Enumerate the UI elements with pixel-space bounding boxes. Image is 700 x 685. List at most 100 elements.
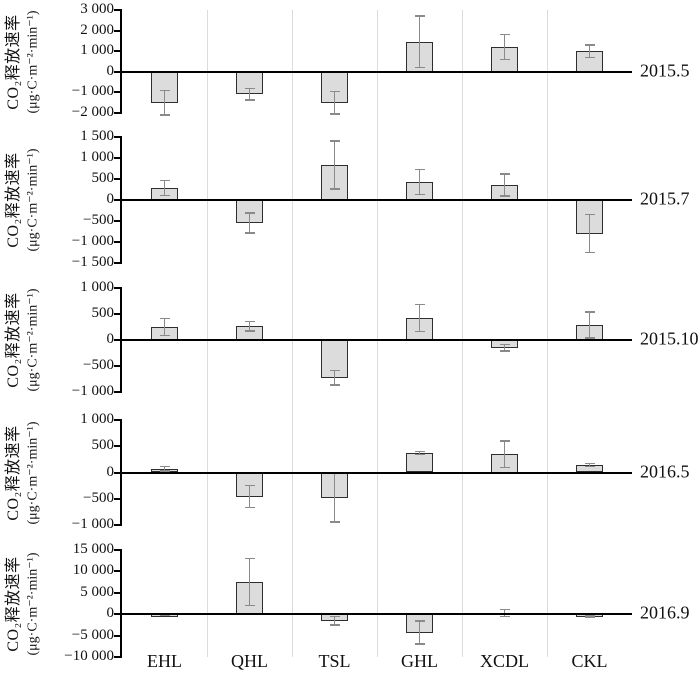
y-axis-title: CO₂释放速率: [5, 555, 22, 652]
error-bar-cap: [584, 465, 595, 468]
category-gridline: [462, 10, 463, 657]
error-bar-cap: [414, 193, 425, 196]
error-bar-line: [418, 451, 421, 455]
error-bar-cap: [499, 33, 510, 36]
zero-baseline: [120, 471, 632, 474]
error-bar-cap: [329, 521, 340, 523]
error-bar-line: [248, 485, 251, 508]
error-bar-line: [248, 213, 251, 234]
error-bar-line: [588, 214, 591, 253]
y-axis-line: [120, 549, 122, 658]
error-bar-cap: [414, 453, 425, 456]
y-tick: [114, 471, 120, 474]
y-tick-label: 0: [106, 605, 115, 622]
y-tick: [114, 262, 120, 264]
error-bar-line: [333, 616, 336, 625]
y-tick-label: 1 500: [80, 127, 114, 144]
y-axis-unit-label: (μg·C·m⁻²·min⁻¹): [25, 288, 41, 392]
y-tick-label: 0: [106, 463, 115, 480]
y-tick-label: −1 000: [71, 515, 114, 532]
y-tick: [114, 91, 120, 94]
error-bar-cap: [499, 350, 510, 352]
error-bar-line: [333, 473, 336, 522]
error-bar-line: [163, 466, 166, 471]
category-gridline: [207, 10, 208, 657]
error-bar-cap: [584, 213, 595, 216]
error-bar-cap: [584, 311, 595, 313]
error-bar-line: [418, 621, 421, 645]
error-bar-line: [163, 180, 166, 196]
panel-date-label: 2015.10: [640, 328, 699, 349]
category-gridline: [547, 10, 548, 657]
y-tick: [114, 549, 120, 551]
error-bar-cap: [329, 624, 340, 626]
error-bar-cap: [244, 99, 255, 101]
y-tick: [114, 339, 120, 341]
error-bar-line: [333, 141, 336, 190]
error-bar-cap: [414, 450, 425, 453]
y-tick-label: −10 000: [64, 647, 114, 664]
x-axis-label-TSL: TSL: [318, 651, 351, 671]
y-axis-title: CO₂释放速率: [5, 152, 22, 248]
error-bar-line: [418, 169, 421, 195]
error-bar-cap: [499, 343, 510, 346]
error-bar-line: [418, 16, 421, 68]
y-axis-title: CO₂释放速率: [5, 13, 22, 110]
error-bar-cap: [159, 470, 170, 472]
y-axis-unit-label: (μg·C·m⁻²·min⁻¹): [25, 552, 41, 655]
panel-date-label: 2015.5: [640, 60, 690, 81]
error-bar-line: [588, 463, 591, 467]
y-tick-label: −500: [83, 489, 114, 506]
y-tick: [114, 241, 120, 243]
y-tick-label: 5 000: [80, 583, 114, 600]
error-bar-cap: [329, 113, 340, 115]
x-axis-label-EHL: EHL: [147, 651, 182, 671]
x-axis-label-CKL: CKL: [571, 651, 608, 671]
error-bar-cap: [244, 212, 255, 214]
error-bar-cap: [244, 484, 255, 487]
error-bar-line: [418, 304, 421, 332]
y-tick-label: −1 000: [71, 382, 114, 399]
y-tick: [114, 199, 120, 201]
x-axis-label-QHL: QHL: [231, 651, 268, 671]
zero-baseline: [120, 613, 632, 616]
error-bar-line: [163, 318, 166, 336]
error-bar-line: [588, 45, 591, 58]
error-bar-cap: [244, 506, 255, 509]
error-bar-line: [588, 311, 591, 338]
y-tick: [114, 497, 120, 500]
y-tick-label: 0: [106, 190, 115, 207]
error-bar-cap: [584, 337, 595, 339]
y-tick: [114, 313, 120, 315]
error-bar-cap: [499, 615, 510, 618]
panel-date-label: 2016.9: [640, 602, 690, 623]
y-tick: [114, 136, 120, 138]
y-tick: [114, 112, 120, 114]
y-tick: [114, 50, 120, 53]
error-bar-cap: [244, 557, 255, 560]
error-bar-line: [248, 321, 251, 332]
error-bar-cap: [584, 44, 595, 46]
category-gridline: [377, 10, 378, 657]
error-bar-cap: [499, 173, 510, 175]
y-tick-label: −5 000: [71, 626, 114, 643]
y-tick-label: −1 000: [71, 232, 114, 249]
error-bar-cap: [499, 195, 510, 197]
y-tick: [114, 178, 120, 180]
error-bar-cap: [414, 15, 425, 17]
error-bar-cap: [244, 604, 255, 607]
y-tick: [114, 157, 120, 159]
panel-date-label: 2015.7: [640, 188, 690, 209]
error-bar-cap: [584, 56, 595, 59]
error-bar-cap: [584, 462, 595, 465]
y-tick-label: 0: [106, 330, 115, 347]
y-tick: [114, 524, 120, 526]
error-bar-cap: [329, 615, 340, 618]
error-bar-line: [248, 88, 251, 101]
x-axis-label-XCDL: XCDL: [480, 651, 529, 671]
y-tick-label: −500: [83, 211, 114, 228]
y-tick: [114, 29, 120, 32]
x-axis-label-GHL: GHL: [401, 651, 438, 671]
error-bar-line: [503, 34, 506, 60]
